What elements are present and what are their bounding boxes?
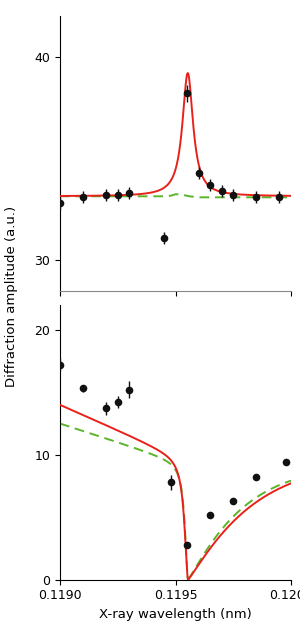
Text: Diffraction amplitude (a.u.): Diffraction amplitude (a.u.): [5, 205, 19, 387]
X-axis label: X-ray wavelength (nm): X-ray wavelength (nm): [99, 608, 252, 621]
